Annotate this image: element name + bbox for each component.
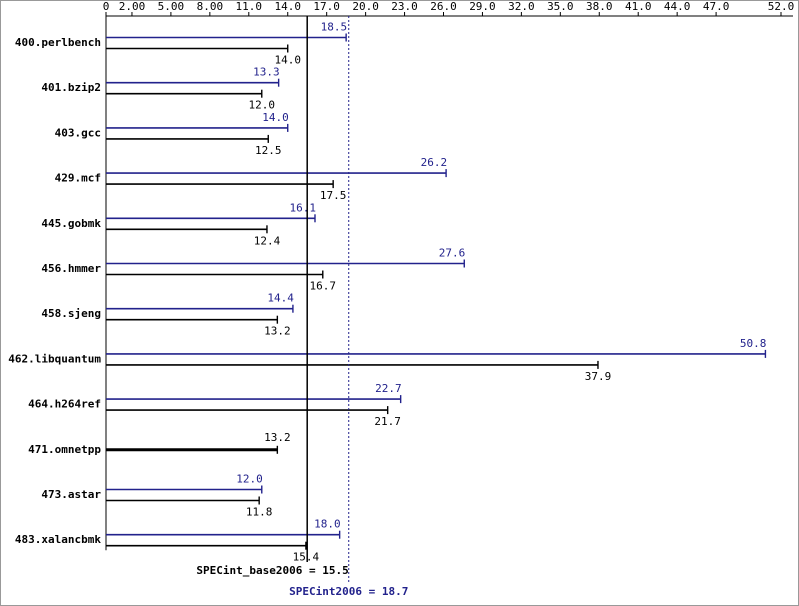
value-label: 21.7	[374, 415, 401, 428]
x-tick-label: 35.0	[547, 0, 574, 13]
value-label: 22.7	[375, 382, 402, 395]
value-label: 37.9	[585, 370, 612, 383]
value-label: 17.5	[320, 189, 347, 202]
x-tick-label: 20.0	[352, 0, 379, 13]
x-tick-label: 52.0	[768, 0, 795, 13]
value-label: 12.4	[254, 234, 281, 247]
value-label: 27.6	[439, 247, 466, 260]
x-tick-label: 8.00	[197, 0, 224, 13]
value-label: 18.5	[321, 21, 348, 34]
value-label: 12.0	[249, 99, 276, 112]
x-tick-label: 23.0	[391, 0, 418, 13]
x-tick-label: 14.0	[274, 0, 301, 13]
category-label: 400.perlbench	[15, 36, 101, 49]
category-label: 458.sjeng	[41, 307, 101, 320]
x-tick-label: 41.0	[625, 0, 652, 13]
value-label: 15.4	[293, 551, 320, 564]
category-label: 401.bzip2	[41, 81, 101, 94]
value-label: 18.0	[314, 518, 341, 531]
value-label: 14.0	[262, 111, 289, 124]
value-label: 16.7	[310, 280, 337, 293]
x-tick-label: 2.00	[119, 0, 146, 13]
reference-label: SPECint2006 = 18.7	[289, 585, 408, 598]
value-label: 12.5	[255, 144, 282, 157]
x-tick-label: 0	[103, 0, 110, 13]
reference-label: SPECint_base2006 = 15.5	[196, 564, 348, 577]
category-label: 464.h264ref	[28, 398, 101, 411]
x-tick-label: 29.0	[469, 0, 496, 13]
value-label: 14.0	[274, 54, 301, 67]
category-label: 483.xalancbmk	[15, 533, 101, 546]
x-tick-label: 44.0	[664, 0, 691, 13]
value-label: 13.2	[264, 325, 291, 338]
category-label: 429.mcf	[55, 172, 101, 185]
x-tick-label: 26.0	[430, 0, 457, 13]
x-tick-label: 17.0	[313, 0, 340, 13]
value-label: 50.8	[740, 337, 767, 350]
value-label: 11.8	[246, 506, 273, 519]
x-tick-label: 38.0	[586, 0, 613, 13]
x-tick-label: 47.0	[703, 0, 730, 13]
category-label: 473.astar	[41, 488, 101, 501]
category-label: 471.omnetpp	[28, 443, 101, 456]
x-tick-label: 32.0	[508, 0, 535, 13]
category-label: 462.libquantum	[8, 352, 101, 365]
value-label: 16.1	[289, 201, 316, 214]
x-tick-label: 11.0	[236, 0, 263, 13]
value-label: 12.0	[236, 473, 263, 486]
value-label: 13.2	[264, 431, 291, 444]
value-label: 13.3	[253, 66, 280, 79]
value-label: 26.2	[421, 156, 448, 169]
category-label: 403.gcc	[55, 126, 101, 139]
category-label: 445.gobmk	[41, 217, 101, 230]
category-label: 456.hmmer	[41, 262, 101, 275]
value-label: 14.4	[267, 292, 294, 305]
x-tick-label: 5.00	[158, 0, 185, 13]
